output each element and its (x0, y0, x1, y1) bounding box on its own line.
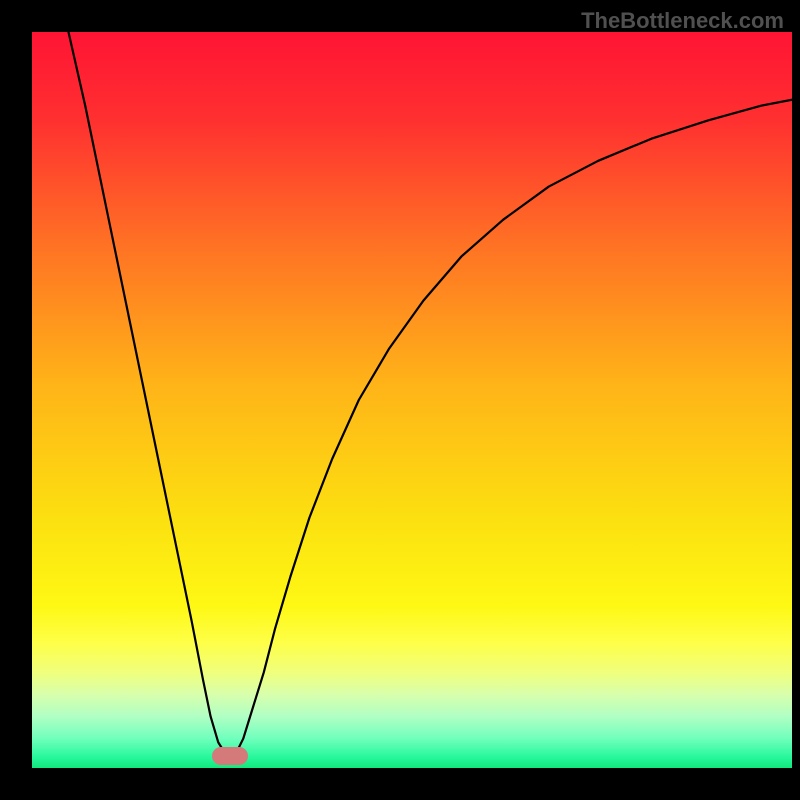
optimum-marker (212, 747, 248, 765)
watermark-text: TheBottleneck.com (581, 8, 784, 34)
bottleneck-curve (68, 32, 792, 757)
plot-area (32, 32, 792, 768)
curve-layer (32, 32, 792, 768)
